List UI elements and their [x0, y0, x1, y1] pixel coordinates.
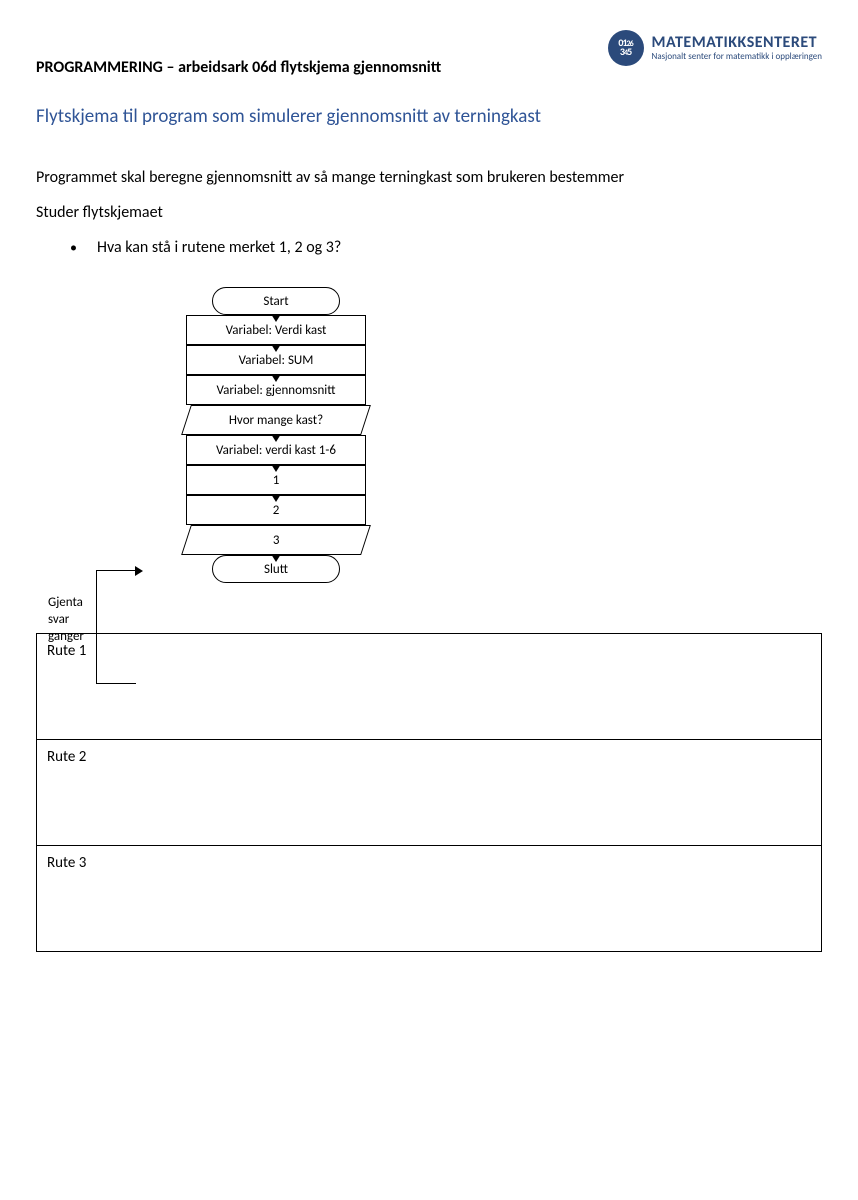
- node-placeholder-3: 3: [181, 525, 371, 555]
- node-label: Variabel: Verdi kast: [226, 323, 327, 338]
- node-label: Variabel: gjennomsnitt: [216, 383, 335, 398]
- logo-main: MATEMATIKKSENTERET: [652, 35, 822, 52]
- node-label: Hvor mange kast?: [229, 413, 323, 428]
- bullet-icon: •: [70, 239, 77, 256]
- intro-line-1: Programmet skal beregne gjennomsnitt av …: [36, 168, 822, 187]
- node-label: Start: [263, 294, 288, 309]
- logo-text: MATEMATIKKSENTERET Nasjonalt senter for …: [652, 35, 822, 61]
- section-title: Flytskjema til program som simulerer gje…: [36, 105, 822, 128]
- loop-bracket: [96, 570, 136, 684]
- answer-label: Rute 2: [47, 748, 86, 766]
- doc-title: PROGRAMMERING – arbeidsark 06d flytskjem…: [36, 58, 441, 77]
- logo-sub: Nasjonalt senter for matematikk i opplær…: [652, 52, 822, 61]
- intro-line-2: Studer flytskjemaet: [36, 203, 822, 222]
- loop-arrow-head-icon: [135, 566, 143, 576]
- answer-table: Rute 1 Rute 2 Rute 3: [36, 633, 822, 952]
- flowchart: Gjenta svar ganger Start Variabel: Verdi…: [76, 287, 416, 583]
- page-header: PROGRAMMERING – arbeidsark 06d flytskjem…: [36, 30, 822, 77]
- node-start: Start: [212, 287, 340, 315]
- node-label: 3: [273, 533, 280, 548]
- loop-label-line: svar: [48, 612, 69, 627]
- node-label: Variabel: verdi kast 1-6: [216, 443, 336, 458]
- node-label: 2: [273, 503, 280, 518]
- node-label: 1: [273, 473, 280, 488]
- node-label: Slutt: [264, 562, 288, 577]
- answer-rute-1[interactable]: Rute 1: [37, 634, 822, 740]
- bullet-text: Hva kan stå i rutene merket 1, 2 og 3?: [97, 238, 341, 257]
- loop-label-line: Gjenta: [48, 595, 83, 610]
- answer-rute-3[interactable]: Rute 3: [37, 846, 822, 952]
- node-input-hvor-mange: Hvor mange kast?: [181, 405, 371, 435]
- answer-rute-2[interactable]: Rute 2: [37, 740, 822, 846]
- answer-label: Rute 3: [47, 854, 86, 872]
- brand-logo: 0126345 MATEMATIKKSENTERET Nasjonalt sen…: [608, 30, 822, 66]
- node-label: Variabel: SUM: [239, 353, 314, 368]
- loop-label: Gjenta svar ganger: [48, 595, 84, 646]
- logo-icon: 0126345: [608, 30, 644, 66]
- loop-label-line: ganger: [48, 629, 84, 644]
- bullet-question: • Hva kan stå i rutene merket 1, 2 og 3?: [70, 238, 822, 257]
